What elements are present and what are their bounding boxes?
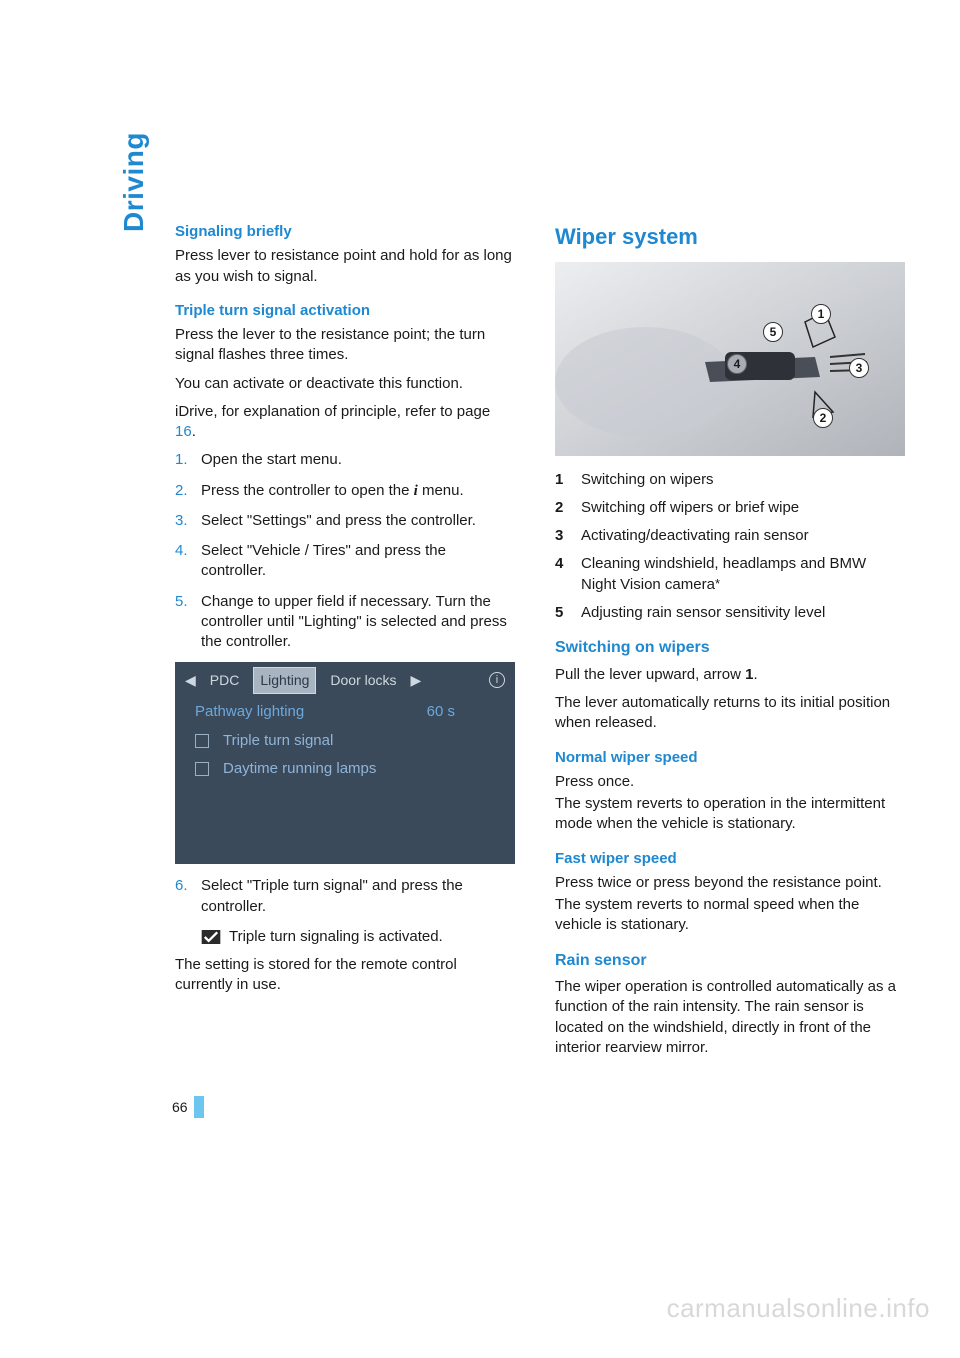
step-num: 4.	[175, 541, 201, 582]
section-label: Driving	[115, 132, 153, 232]
stored-text: The setting is stored for the remote con…	[175, 955, 515, 996]
idrive-row-label: Triple turn signal	[223, 731, 333, 751]
checkbox-icon	[195, 762, 209, 776]
step-4: 4. Select "Vehicle / Tires" and press th…	[175, 541, 515, 582]
signaling-body: Press lever to resistance point and hold…	[175, 246, 515, 287]
step-text-b: menu.	[418, 482, 464, 499]
heading-rain-sensor: Rain sensor	[555, 950, 905, 972]
steps-list-cont: 6. Select "Triple turn signal" and press…	[175, 876, 515, 917]
arrow-right-icon: ▶	[411, 671, 422, 690]
wiper-legend: 1Switching on wipers 2Switching off wipe…	[555, 470, 905, 624]
callout-5: 5	[763, 322, 783, 342]
right-column: Wiper system 1 2 3 4	[555, 222, 905, 1066]
page-ref-16[interactable]: 16	[175, 423, 192, 440]
step-num: 3.	[175, 511, 201, 531]
callout-3: 3	[849, 358, 869, 378]
fast-p1: Press twice or press beyond the resistan…	[555, 873, 905, 893]
legend-text: Activating/deactivating rain sensor	[581, 526, 905, 546]
heading-wiper-system: Wiper system	[555, 222, 905, 252]
idrive-row-triple: Triple turn signal	[175, 727, 515, 755]
page-number-bar	[194, 1096, 204, 1118]
step-text-a: Press the controller to open the	[201, 482, 414, 499]
legend-text: Switching on wipers	[581, 470, 905, 490]
activated-row: Triple turn signaling is activated.	[175, 927, 515, 947]
legend-num: 3	[555, 526, 581, 546]
step-1: 1. Open the start menu.	[175, 450, 515, 470]
step-text: Open the start menu.	[201, 450, 515, 470]
step-5: 5. Change to upper field if necessary. T…	[175, 592, 515, 653]
callout-1: 1	[811, 304, 831, 324]
legend-num: 4	[555, 554, 581, 595]
switching-p2: The lever automatically returns to its i…	[555, 693, 905, 734]
step-2: 2. Press the controller to open the i me…	[175, 481, 515, 501]
activated-text: Triple turn signaling is activated.	[229, 927, 443, 947]
switching-p1: Pull the lever upward, arrow 1.	[555, 665, 905, 685]
heading-fast-speed: Fast wiper speed	[555, 849, 905, 869]
step-num: 2.	[175, 481, 201, 501]
step-text: Select "Settings" and press the controll…	[201, 511, 515, 531]
idrive-tab-pdc: PDC	[204, 668, 246, 693]
legend-text: Adjusting rain sensor sensitivity level	[581, 603, 905, 623]
idrive-tabbar: ◀ PDC Lighting Door locks ▶ i	[175, 662, 515, 698]
idrive-tab-lighting: Lighting	[253, 667, 316, 694]
legend-item: 1Switching on wipers	[555, 470, 905, 490]
idrive-row-pathway: Pathway lighting 60 s	[175, 698, 515, 726]
watermark: carmanualsonline.info	[667, 1291, 930, 1326]
step-num: 6.	[175, 876, 201, 917]
legend-num: 2	[555, 498, 581, 518]
page-content: Signaling briefly Press lever to resista…	[120, 222, 860, 1066]
checkbox-icon	[195, 734, 209, 748]
switching-p1a: Pull the lever upward, arrow	[555, 666, 745, 683]
step-3: 3. Select "Settings" and press the contr…	[175, 511, 515, 531]
steps-list: 1. Open the start menu. 2. Press the con…	[175, 450, 515, 652]
step-num: 5.	[175, 592, 201, 653]
idrive-row-label: Pathway lighting	[195, 702, 304, 722]
fast-p2: The system reverts to normal speed when …	[555, 895, 905, 936]
heading-signaling-briefly: Signaling briefly	[175, 222, 515, 242]
triple-p2: You can activate or deactivate this func…	[175, 374, 515, 394]
switching-p1c: .	[753, 666, 757, 683]
step-text: Select "Triple turn signal" and press th…	[201, 876, 515, 917]
footnote-star-icon: *	[715, 576, 720, 591]
legend-text: Cleaning windshield, headlamps and BMW N…	[581, 554, 905, 595]
wiper-illustration: 1 2 3 4 5	[555, 262, 905, 456]
step-num: 1.	[175, 450, 201, 470]
page-number-text: 66	[172, 1098, 188, 1117]
heading-normal-speed: Normal wiper speed	[555, 748, 905, 768]
idrive-tab-doorlocks: Door locks	[324, 668, 402, 693]
legend-num: 1	[555, 470, 581, 490]
legend-item: 3Activating/deactivating rain sensor	[555, 526, 905, 546]
normal-p2: The system reverts to operation in the i…	[555, 794, 905, 835]
callout-4: 4	[727, 354, 747, 374]
normal-p1: Press once.	[555, 772, 905, 792]
checkmark-icon	[201, 930, 221, 944]
heading-triple-turn: Triple turn signal activation	[175, 301, 515, 321]
page-number: 66	[172, 1096, 204, 1118]
legend-item: 5Adjusting rain sensor sensitivity level	[555, 603, 905, 623]
step-text: Change to upper field if necessary. Turn…	[201, 592, 515, 653]
legend-text-a: Cleaning windshield, headlamps and BMW N…	[581, 555, 866, 592]
legend-num: 5	[555, 603, 581, 623]
triple-p1: Press the lever to the resistance point;…	[175, 325, 515, 366]
info-icon: i	[489, 672, 505, 688]
left-column: Signaling briefly Press lever to resista…	[175, 222, 515, 1066]
idrive-row-value: 60 s	[427, 702, 455, 722]
step-text: Press the controller to open the i menu.	[201, 481, 515, 501]
heading-switching-on: Switching on wipers	[555, 637, 905, 659]
arrow-left-icon: ◀	[185, 671, 196, 690]
rain-p: The wiper operation is controlled automa…	[555, 977, 905, 1058]
triple-p3: iDrive, for explanation of principle, re…	[175, 402, 515, 443]
legend-item: 2Switching off wipers or brief wipe	[555, 498, 905, 518]
legend-item: 4Cleaning windshield, headlamps and BMW …	[555, 554, 905, 595]
legend-text: Switching off wipers or brief wipe	[581, 498, 905, 518]
step-6: 6. Select "Triple turn signal" and press…	[175, 876, 515, 917]
triple-p3a: iDrive, for explanation of principle, re…	[175, 403, 490, 420]
idrive-screenshot: ◀ PDC Lighting Door locks ▶ i Pathway li…	[175, 662, 515, 864]
idrive-row-daytime: Daytime running lamps	[175, 755, 515, 783]
idrive-row-label: Daytime running lamps	[223, 759, 376, 779]
callout-2: 2	[813, 408, 833, 428]
triple-p3b: .	[192, 423, 196, 440]
step-text: Select "Vehicle / Tires" and press the c…	[201, 541, 515, 582]
